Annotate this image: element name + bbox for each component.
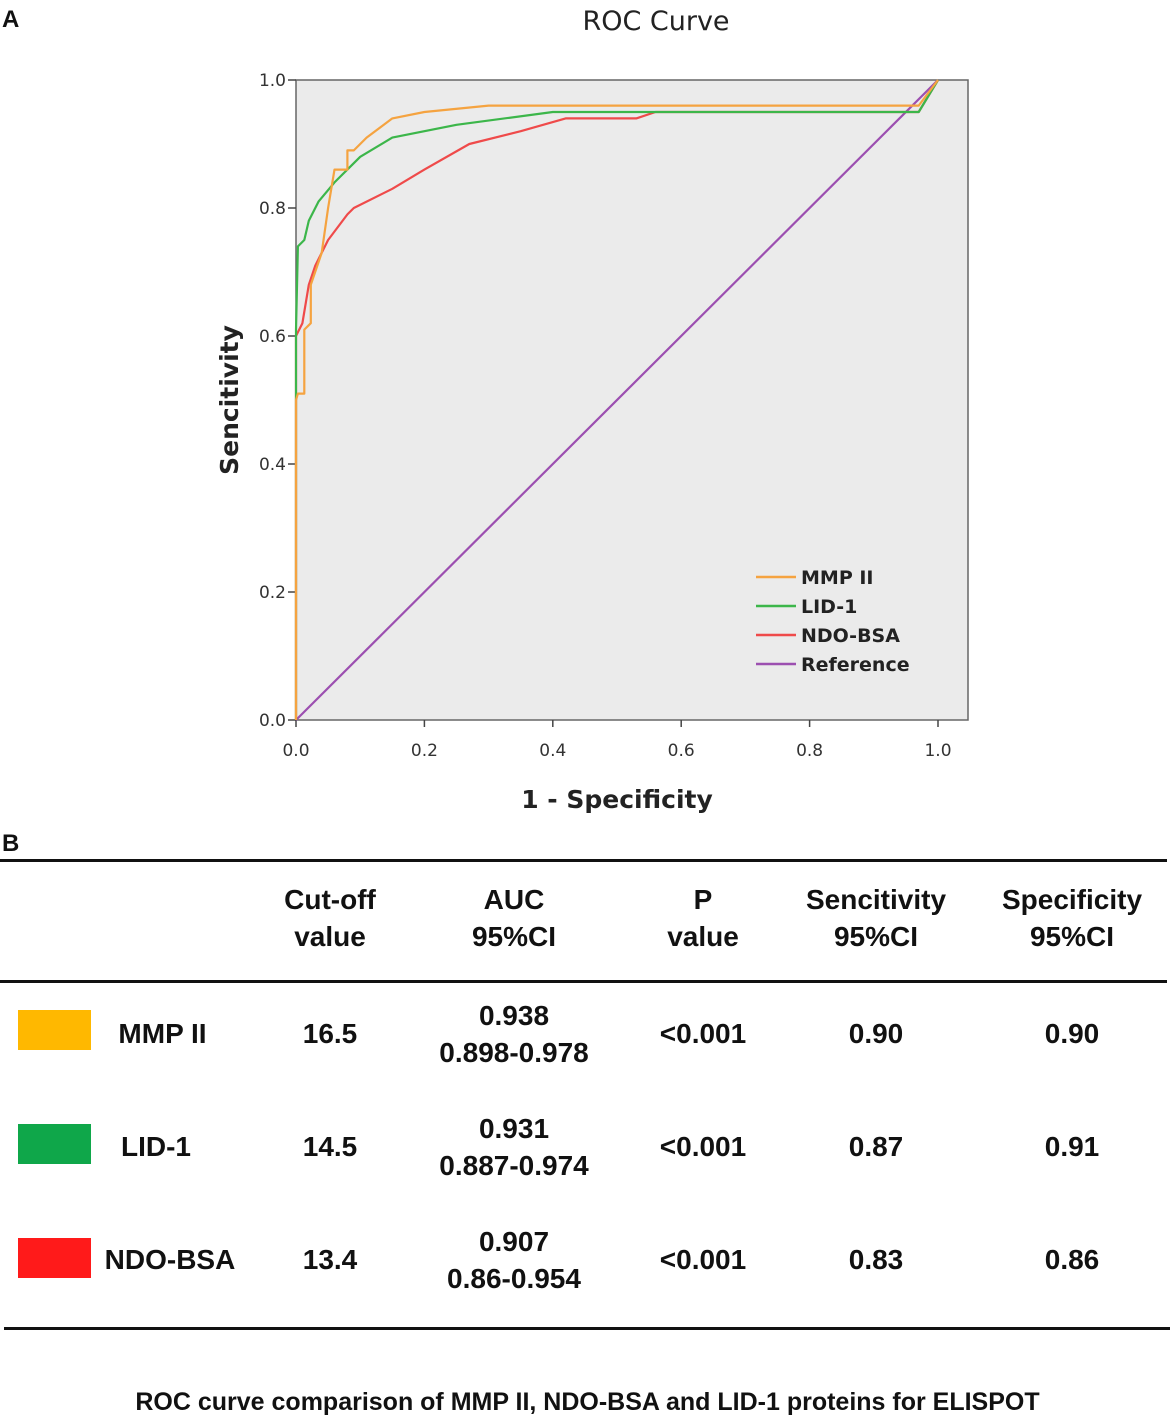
series-line-reference (295, 79, 939, 721)
header-specificity-line2: 95%CI (1029, 921, 1115, 952)
y-tick-label: 0.2 (259, 583, 286, 603)
lid1-auc-ci: 0.887-0.974 (439, 1150, 589, 1181)
mmp2-auc-ci: 0.898-0.978 (439, 1037, 589, 1068)
panel-label-b: B (2, 830, 20, 857)
y-tick-label: 0.0 (259, 711, 286, 731)
header-cutoff-line1: Cut-off (284, 884, 376, 915)
y-tick-label: 0.4 (259, 455, 286, 475)
mmp2-name: MMP II (118, 1018, 207, 1049)
ndobsa-auc-value: 0.907 (478, 1226, 550, 1257)
table-header-rule (0, 980, 1167, 983)
plot-area (295, 79, 969, 721)
legend-label-reference: Reference (801, 654, 910, 676)
x-tick-label: 0.4 (539, 741, 566, 761)
lid1-auc: 0.931 0.887-0.974 (420, 1110, 608, 1184)
chart-title: ROC Curve (582, 6, 729, 37)
mmp2-auc-value: 0.938 (478, 1000, 550, 1031)
header-p-line2: value (667, 921, 739, 952)
ndobsa-name: NDO-BSA (104, 1244, 236, 1275)
x-tick-label: 0.0 (282, 741, 309, 761)
mmp2-swatch (18, 1010, 91, 1050)
table-top-rule (0, 859, 1167, 862)
header-p: P value (628, 881, 778, 955)
y-tick-label: 1.0 (259, 71, 286, 91)
y-tick-label: 0.8 (259, 199, 286, 219)
roc-chart: ROC Curve 0.0 0.2 0.4 0.6 0.8 1.0 0.0 0.2 0.4 0.6… (215, 6, 969, 814)
legend-label-lid-1: LID-1 (801, 596, 857, 618)
x-tick-label: 0.6 (668, 741, 695, 761)
series-layer (294, 79, 939, 721)
header-specificity: Specificity 95%CI (984, 881, 1160, 955)
mmp2-auc: 0.938 0.898-0.978 (420, 997, 608, 1071)
lid1-cutoff: 14.5 (302, 1131, 358, 1162)
lid1-p: <0.001 (659, 1131, 747, 1162)
mmp2-cutoff: 16.5 (302, 1018, 358, 1049)
header-specificity-line1: Specificity (1001, 884, 1143, 915)
x-axis-label: 1 - Specificity (521, 785, 713, 814)
x-tick-label: 1.0 (924, 741, 951, 761)
ndobsa-cutoff: 13.4 (302, 1244, 358, 1275)
ndobsa-swatch (18, 1238, 91, 1278)
header-cutoff-line2: value (294, 921, 366, 952)
ndobsa-auc: 0.907 0.86-0.954 (420, 1223, 608, 1297)
table-bottom-rule (4, 1327, 1170, 1330)
header-cutoff: Cut-off value (255, 881, 405, 955)
header-sensitivity: Sencitivity 95%CI (788, 881, 964, 955)
header-auc-line1: AUC (483, 884, 545, 915)
legend-label-mmp-ii: MMP II (801, 567, 874, 589)
axes: 0.0 0.2 0.4 0.6 0.8 1.0 0.0 0.2 0.4 0.6 0.8 1.0 (259, 71, 952, 761)
mmp2-p: <0.001 (659, 1018, 747, 1049)
figure-caption: ROC curve comparison of MMP II, NDO-BSA … (135, 1388, 1040, 1416)
legend: MMP II LID-1 NDO-BSA Reference (756, 567, 910, 676)
header-auc: AUC 95%CI (420, 881, 608, 955)
ndobsa-sensitivity: 0.83 (848, 1244, 904, 1275)
ndobsa-p: <0.001 (659, 1244, 747, 1275)
header-sensitivity-line2: 95%CI (833, 921, 919, 952)
ndobsa-specificity: 0.86 (1044, 1244, 1100, 1275)
y-axis-label: Sencitivity (215, 325, 244, 475)
mmp2-specificity: 0.90 (1044, 1018, 1100, 1049)
header-auc-line2: 95%CI (471, 921, 557, 952)
lid1-auc-value: 0.931 (478, 1113, 550, 1144)
lid1-sensitivity: 0.87 (848, 1131, 904, 1162)
panel-label-a: A (2, 6, 20, 33)
ndobsa-auc-ci: 0.86-0.954 (447, 1263, 581, 1294)
lid1-swatch (18, 1124, 91, 1164)
lid1-name: LID-1 (121, 1131, 191, 1162)
series-line-lid-1 (294, 79, 939, 720)
lid1-specificity: 0.91 (1044, 1131, 1100, 1162)
x-tick-label: 0.8 (796, 741, 823, 761)
header-sensitivity-line1: Sencitivity (805, 884, 947, 915)
mmp2-sensitivity: 0.90 (848, 1018, 904, 1049)
header-p-line1: P (693, 884, 713, 915)
series-line-mmp-ii (294, 79, 939, 720)
x-tick-label: 0.2 (411, 741, 438, 761)
y-tick-label: 0.6 (259, 327, 286, 347)
legend-label-ndo-bsa: NDO-BSA (801, 625, 900, 647)
